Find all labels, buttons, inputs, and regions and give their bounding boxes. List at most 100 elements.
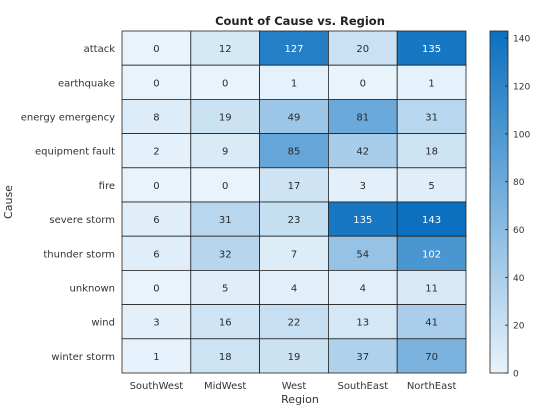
cell-value-label: 0 (360, 78, 366, 89)
cell-value-label: 7 (291, 249, 297, 260)
colorbar-tick-label: 140 (513, 35, 530, 45)
cell-value-label: 13 (356, 318, 369, 329)
heatmap-cell (396, 338, 467, 374)
heatmap-cell (121, 167, 192, 203)
heatmap-cell (190, 201, 261, 237)
cell-value-label: 16 (219, 318, 232, 329)
cell-value-label: 0 (153, 44, 159, 55)
heatmap-cell (190, 304, 261, 340)
cell-value-label: 19 (288, 352, 301, 363)
cell-value-label: 5 (428, 181, 434, 192)
colorbar-tick-label: 120 (513, 83, 530, 93)
heatmap-cell (259, 338, 329, 374)
cell-value-label: 23 (288, 215, 301, 226)
y-tick-label: unknown (70, 284, 115, 295)
y-tick-label: fire (99, 181, 115, 192)
cell-value-label: 1 (153, 352, 159, 363)
heatmap-cell (121, 30, 192, 66)
heatmap-cell (327, 99, 398, 135)
cell-value-label: 143 (422, 215, 441, 226)
cell-value-label: 3 (153, 318, 159, 329)
y-tick-label: energy emergency (21, 113, 115, 124)
cell-value-label: 11 (425, 284, 438, 295)
x-tick-label: SouthEast (337, 381, 388, 392)
cell-value-label: 41 (425, 318, 438, 329)
cell-value-label: 49 (288, 113, 301, 124)
heatmap-cell (396, 133, 467, 169)
cell-value-label: 70 (425, 352, 438, 363)
heatmap-cell (190, 338, 261, 374)
cell-value-label: 18 (425, 147, 438, 158)
colorbar-gradient (489, 30, 509, 374)
cell-value-label: 31 (219, 215, 232, 226)
heatmap-cell (190, 167, 261, 203)
x-tick-label: West (282, 381, 307, 392)
cell-value-label: 81 (356, 113, 369, 124)
heatmap-cell (259, 30, 329, 66)
heatmap-cell (259, 304, 329, 340)
cell-value-label: 12 (219, 44, 232, 55)
heatmap-cell (259, 133, 329, 169)
colorbar-tick-label: 20 (513, 322, 525, 332)
heatmap-cell (190, 99, 261, 135)
cell-value-label: 102 (422, 249, 441, 260)
y-tick-label: wind (91, 318, 115, 329)
heatmap-cell (259, 201, 329, 237)
cell-value-label: 135 (353, 215, 372, 226)
cell-value-label: 127 (284, 44, 303, 55)
cell-value-label: 9 (222, 147, 228, 158)
y-tick-label: equipment fault (35, 147, 115, 158)
cell-value-label: 4 (291, 284, 297, 295)
heatmap-cell (259, 167, 329, 203)
cell-value-label: 8 (153, 113, 159, 124)
cell-value-label: 0 (153, 284, 159, 295)
colorbar: 0 20 40 60 80 100 120 140 (489, 30, 530, 380)
cell-value-label: 1 (291, 78, 297, 89)
colorbar-tick-label: 80 (513, 178, 525, 188)
heatmap-cell (327, 133, 398, 169)
heatmap-cell (121, 64, 192, 100)
cell-value-label: 6 (153, 249, 159, 260)
y-tick-label: attack (84, 44, 116, 55)
heatmap-cell (396, 304, 467, 340)
heatmap-cell (396, 64, 467, 100)
cell-value-label: 0 (222, 78, 228, 89)
cell-value-label: 54 (356, 249, 369, 260)
heatmap-cell (190, 269, 261, 305)
heatmap-cell (327, 338, 398, 374)
cell-value-label: 0 (222, 181, 228, 192)
cell-value-label: 32 (219, 249, 232, 260)
x-tick-label: NorthEast (407, 381, 457, 392)
y-axis-label: Cause (2, 185, 15, 219)
colorbar-tick-label: 100 (513, 130, 530, 140)
colorbar-tick-label: 60 (513, 226, 525, 236)
x-tick-label: MidWest (204, 381, 246, 392)
cell-value-label: 1 (428, 78, 434, 89)
cell-value-label: 4 (360, 284, 366, 295)
heatmap-cell (327, 201, 398, 237)
cell-value-label: 6 (153, 215, 159, 226)
heatmap-cell (121, 235, 192, 271)
y-tick-label: thunder storm (43, 249, 115, 260)
cell-value-label: 20 (356, 44, 369, 55)
chart-title: Count of Cause vs. Region (215, 14, 385, 28)
y-tick-label: winter storm (51, 352, 115, 363)
x-axis-label: Region (281, 393, 319, 406)
x-tick-labels: SouthWest MidWest West SouthEast NorthEast (130, 381, 457, 392)
cell-value-label: 17 (288, 181, 301, 192)
heatmap-cell (396, 269, 467, 305)
heatmap-cell (121, 133, 192, 169)
cell-value-label: 85 (288, 147, 301, 158)
x-tick-label: SouthWest (130, 381, 184, 392)
cell-value-label: 0 (153, 78, 159, 89)
cell-value-label: 19 (219, 113, 232, 124)
heatmap-cell (190, 30, 261, 66)
heatmap-cell (121, 338, 192, 374)
heatmap-cell (259, 64, 329, 100)
heatmap-cell (121, 269, 192, 305)
cell-value-label: 5 (222, 284, 228, 295)
heatmap-cell (396, 201, 467, 237)
